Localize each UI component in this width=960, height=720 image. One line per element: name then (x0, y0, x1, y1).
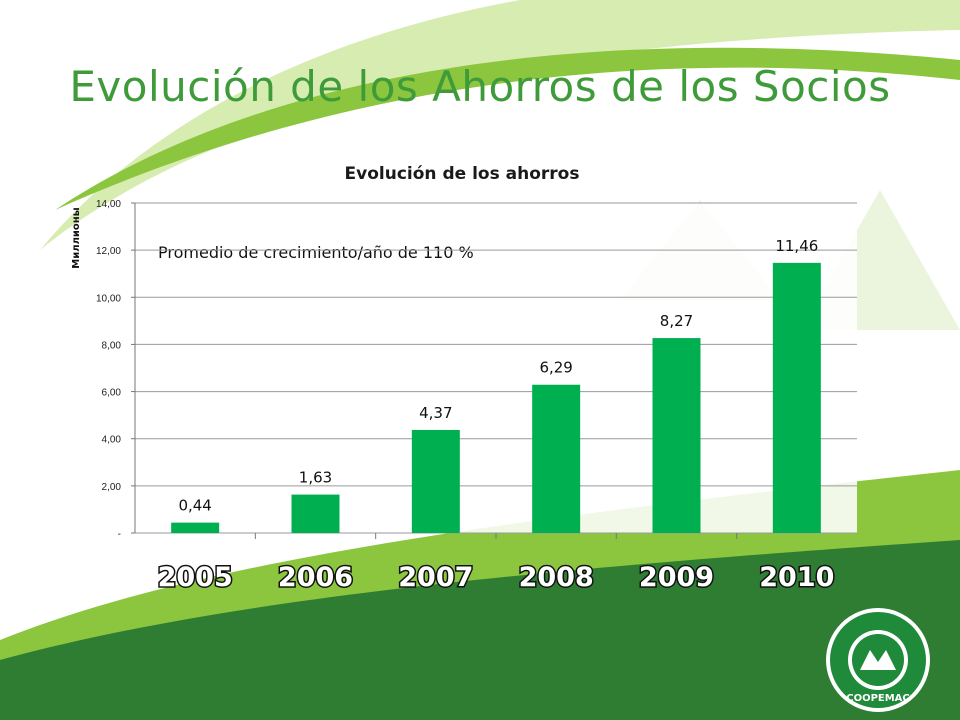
category-label: 2008 (519, 562, 594, 593)
y-axis-label: Миллионы (71, 207, 82, 268)
y-tick-label: 4,00 (102, 435, 122, 446)
data-label: 8,27 (660, 312, 693, 330)
logo-name: COOPEMAC (846, 693, 910, 704)
y-tick-label: 14,00 (96, 199, 121, 210)
data-label: 4,37 (419, 404, 452, 422)
chart-title: Evolución de los ahorros (345, 164, 580, 184)
bar-2008 (532, 384, 581, 533)
data-label: 0,44 (178, 497, 211, 515)
coopemac-logo: COOPEMAC (826, 608, 930, 712)
y-tick-label: - (118, 529, 121, 540)
category-label: 2006 (278, 562, 353, 593)
bar-2005 (171, 522, 220, 533)
bottom-band-dark (0, 540, 960, 720)
top-swoosh-green (55, 47, 960, 210)
category-label: 2005 (158, 562, 233, 593)
y-tick-label: 2,00 (102, 482, 122, 493)
y-tick-label: 12,00 (96, 246, 121, 257)
category-label: 2009 (639, 562, 714, 593)
category-label: 2007 (398, 562, 473, 593)
bar-2010 (772, 262, 821, 533)
data-label: 6,29 (539, 359, 572, 377)
y-tick-label: 10,00 (96, 293, 121, 304)
plot-area-background (135, 203, 857, 533)
data-label: 11,46 (775, 237, 818, 255)
bar-2009 (652, 338, 701, 533)
y-tick-label: 8,00 (102, 340, 122, 351)
bar-2006 (291, 494, 340, 533)
top-swoosh-light (40, 0, 960, 250)
category-label: 2010 (759, 562, 834, 593)
data-label: 1,63 (299, 469, 332, 487)
slide-title: Evolución de los Ahorros de los Socios (69, 62, 891, 111)
y-tick-label: 6,00 (102, 388, 122, 399)
growth-annotation: Promedio de crecimiento/año de 110 % (158, 243, 474, 262)
bar-2007 (411, 429, 460, 533)
